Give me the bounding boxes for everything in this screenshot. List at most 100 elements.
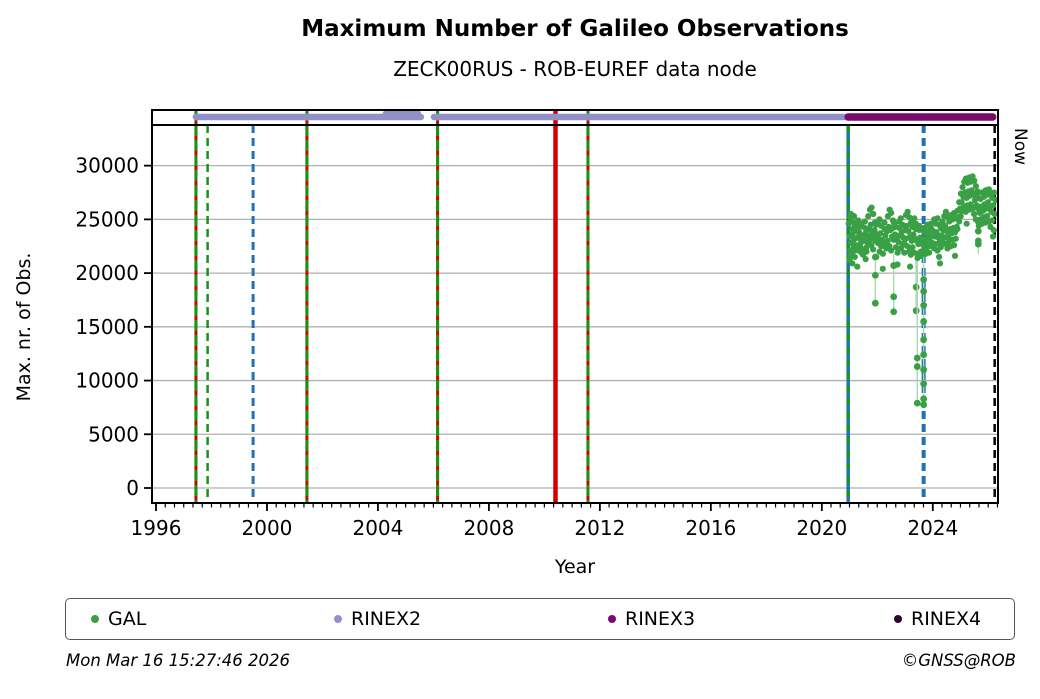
y-tick-label: 25000: [75, 207, 139, 231]
gal-point: [952, 235, 959, 242]
y-tick-label: 20000: [75, 261, 139, 285]
gal-point: [865, 213, 872, 220]
gal-point: [991, 210, 998, 218]
gal-point: [894, 249, 901, 256]
axes-frame: [151, 109, 999, 504]
gal-point: [862, 256, 869, 263]
gal-point: [989, 233, 997, 240]
gal-point: [984, 213, 991, 220]
gal-spike-point: [920, 366, 928, 374]
gal-point: [970, 210, 978, 218]
x-tick-label: 1996: [131, 516, 182, 540]
x-tick-label: 2008: [463, 516, 514, 540]
gal-point: [936, 253, 943, 261]
gal-point: [909, 244, 916, 251]
legend-item-gal: GAL: [91, 599, 146, 639]
now-label: Now: [1010, 128, 1030, 165]
gal-point: [904, 243, 911, 250]
gal-point: [870, 210, 877, 218]
gal-point: [879, 265, 886, 272]
gal-spike-point: [920, 351, 928, 359]
gal-point: [895, 238, 902, 246]
gal-point: [849, 231, 856, 238]
gal-point: [989, 202, 997, 209]
gal-spike-point: [920, 380, 928, 388]
gal-point: [990, 189, 998, 196]
gal-point: [854, 263, 861, 270]
gal-point: [850, 213, 858, 220]
legend-label-rinex2: RINEX2: [351, 608, 422, 630]
gal-point: [846, 252, 854, 260]
gal-point: [906, 263, 914, 270]
gal-point: [850, 248, 857, 255]
gal-spike-point: [974, 227, 982, 235]
gal-spike-point: [913, 363, 921, 370]
credit-text: ©GNSS@ROB: [901, 651, 1016, 670]
gal-point: [868, 204, 875, 211]
gal-point: [866, 236, 873, 243]
y-tick-label: 30000: [75, 154, 139, 178]
gal-point: [941, 222, 949, 229]
gal-point: [903, 222, 910, 229]
gal-point: [954, 225, 961, 233]
gal-spike-point: [974, 240, 982, 248]
gal-point: [877, 230, 884, 237]
legend-item-rinex2: RINEX2: [334, 599, 421, 639]
gal-point: [869, 246, 877, 253]
legend-box: GAL RINEX2 RINEX3 RINEX4: [65, 598, 1015, 640]
gal-point: [876, 216, 883, 223]
x-axis-label: Year: [554, 556, 595, 578]
gal-point: [881, 219, 888, 226]
gal-point: [971, 177, 978, 184]
gal-spike-point: [920, 395, 928, 403]
gal-point: [957, 213, 964, 220]
y-tick-label: 0: [126, 476, 139, 500]
gal-point: [926, 249, 933, 256]
gal-point: [905, 228, 912, 235]
gal-point: [959, 184, 966, 191]
gal-point: [951, 252, 959, 260]
gal-spike-point: [920, 318, 928, 325]
gal-point: [901, 249, 908, 256]
chart-title: Maximum Number of Galileo Observations: [301, 16, 849, 42]
chart-subtitle: ZECK00RUS - ROB-EUREF data node: [393, 57, 757, 81]
y-tick-label: 5000: [88, 422, 139, 446]
y-axis-label: Max. nr. of Obs.: [13, 253, 35, 402]
gal-spike-point: [871, 299, 879, 307]
gal-point: [892, 244, 900, 251]
gal-point: [879, 250, 887, 257]
gal-spike-point: [920, 301, 928, 309]
gal-spike-point: [920, 287, 928, 295]
gal-point: [849, 260, 856, 267]
gal-point: [906, 214, 913, 221]
gal-point: [933, 229, 940, 236]
gal-spike-point: [920, 276, 928, 283]
legend-item-rinex3: RINEX3: [608, 599, 695, 639]
gal-spike-point: [912, 283, 920, 291]
rinex2-dot-icon: [334, 615, 342, 623]
gal-point: [972, 182, 979, 190]
gal-point: [911, 215, 918, 222]
gal-point: [861, 218, 868, 225]
gal-spike-point: [920, 336, 928, 344]
gal-point: [955, 218, 963, 225]
gal-point: [863, 248, 870, 255]
x-tick-label: 2020: [796, 516, 847, 540]
gal-point: [936, 260, 944, 267]
legend-item-rinex4: RINEX4: [894, 599, 981, 639]
gal-spike-point: [920, 401, 928, 409]
x-tick-label: 2016: [685, 516, 736, 540]
legend-label-gal: GAL: [108, 608, 147, 630]
x-tick-label: 2000: [242, 516, 293, 540]
gal-point: [927, 220, 934, 227]
y-tick-label: 10000: [75, 369, 139, 393]
x-tick-label: 2004: [352, 516, 403, 540]
gal-point: [984, 199, 992, 206]
gal-spike-point: [913, 354, 921, 362]
y-tick-label: 15000: [75, 315, 139, 339]
gal-point: [888, 209, 895, 217]
x-tick-label: 2024: [907, 516, 958, 540]
gal-spike-point: [912, 307, 920, 315]
gal-point: [963, 220, 970, 227]
